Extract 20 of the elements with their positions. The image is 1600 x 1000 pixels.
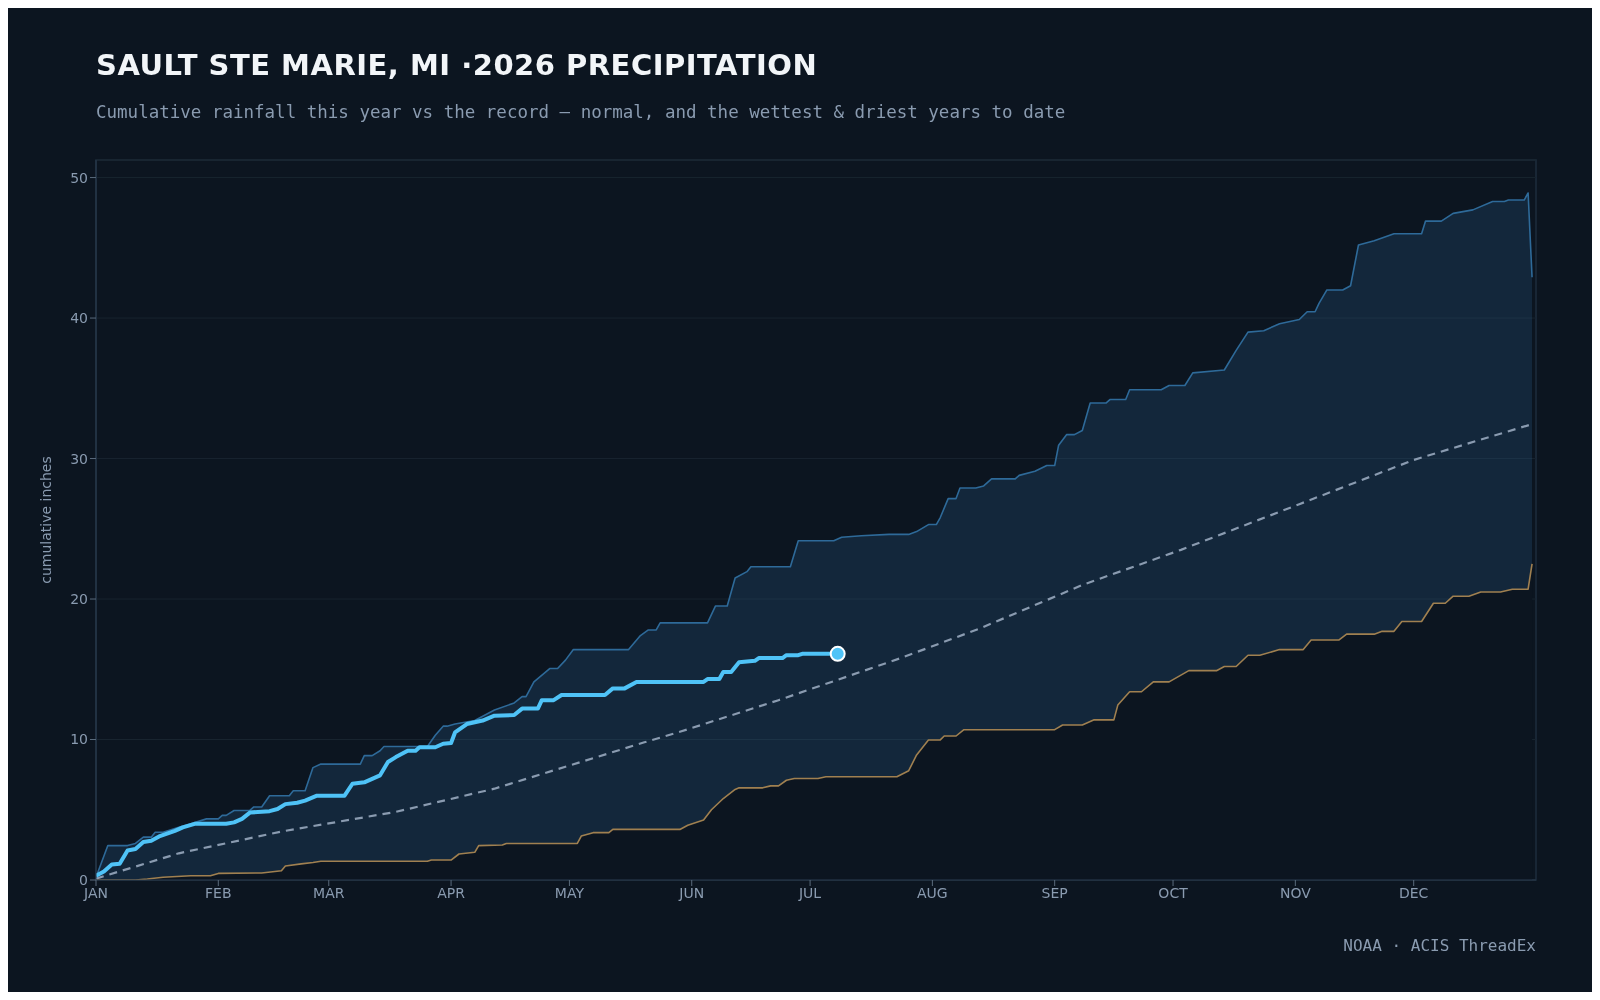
chart-subtitle: Cumulative rainfall this year vs the record — normal, and the wettest & driest years to date: [96, 102, 1066, 122]
x-tick-label: JUN: [678, 884, 705, 901]
chart-title: SAULT STE MARIE, MI ·2026 PRECIPITATION: [96, 48, 818, 82]
text: NOAA · ACIS ThreadEx: [1343, 936, 1536, 955]
x-tick-label: SEP: [1041, 884, 1068, 901]
x-tick-label: MAY: [554, 884, 585, 901]
y-tick-label: 30: [70, 450, 88, 467]
x-tick-label: NOV: [1279, 884, 1312, 901]
x-tick-label: AUG: [917, 884, 948, 901]
x-tick-label: MAR: [313, 884, 345, 901]
y-tick-label: 10: [70, 731, 88, 748]
y-tick-label: 40: [70, 310, 88, 327]
y-tick-label: 20: [70, 590, 88, 607]
y-axis-title: cumulative inches: [37, 456, 54, 584]
x-tick-label: APR: [437, 884, 466, 901]
x-tick-label: OCT: [1158, 884, 1189, 901]
x-tick-label: JUL: [797, 884, 822, 901]
x-tick-label: FEB: [205, 884, 232, 901]
x-tick-label: DEC: [1399, 884, 1429, 901]
y-tick-label: 50: [70, 169, 88, 186]
